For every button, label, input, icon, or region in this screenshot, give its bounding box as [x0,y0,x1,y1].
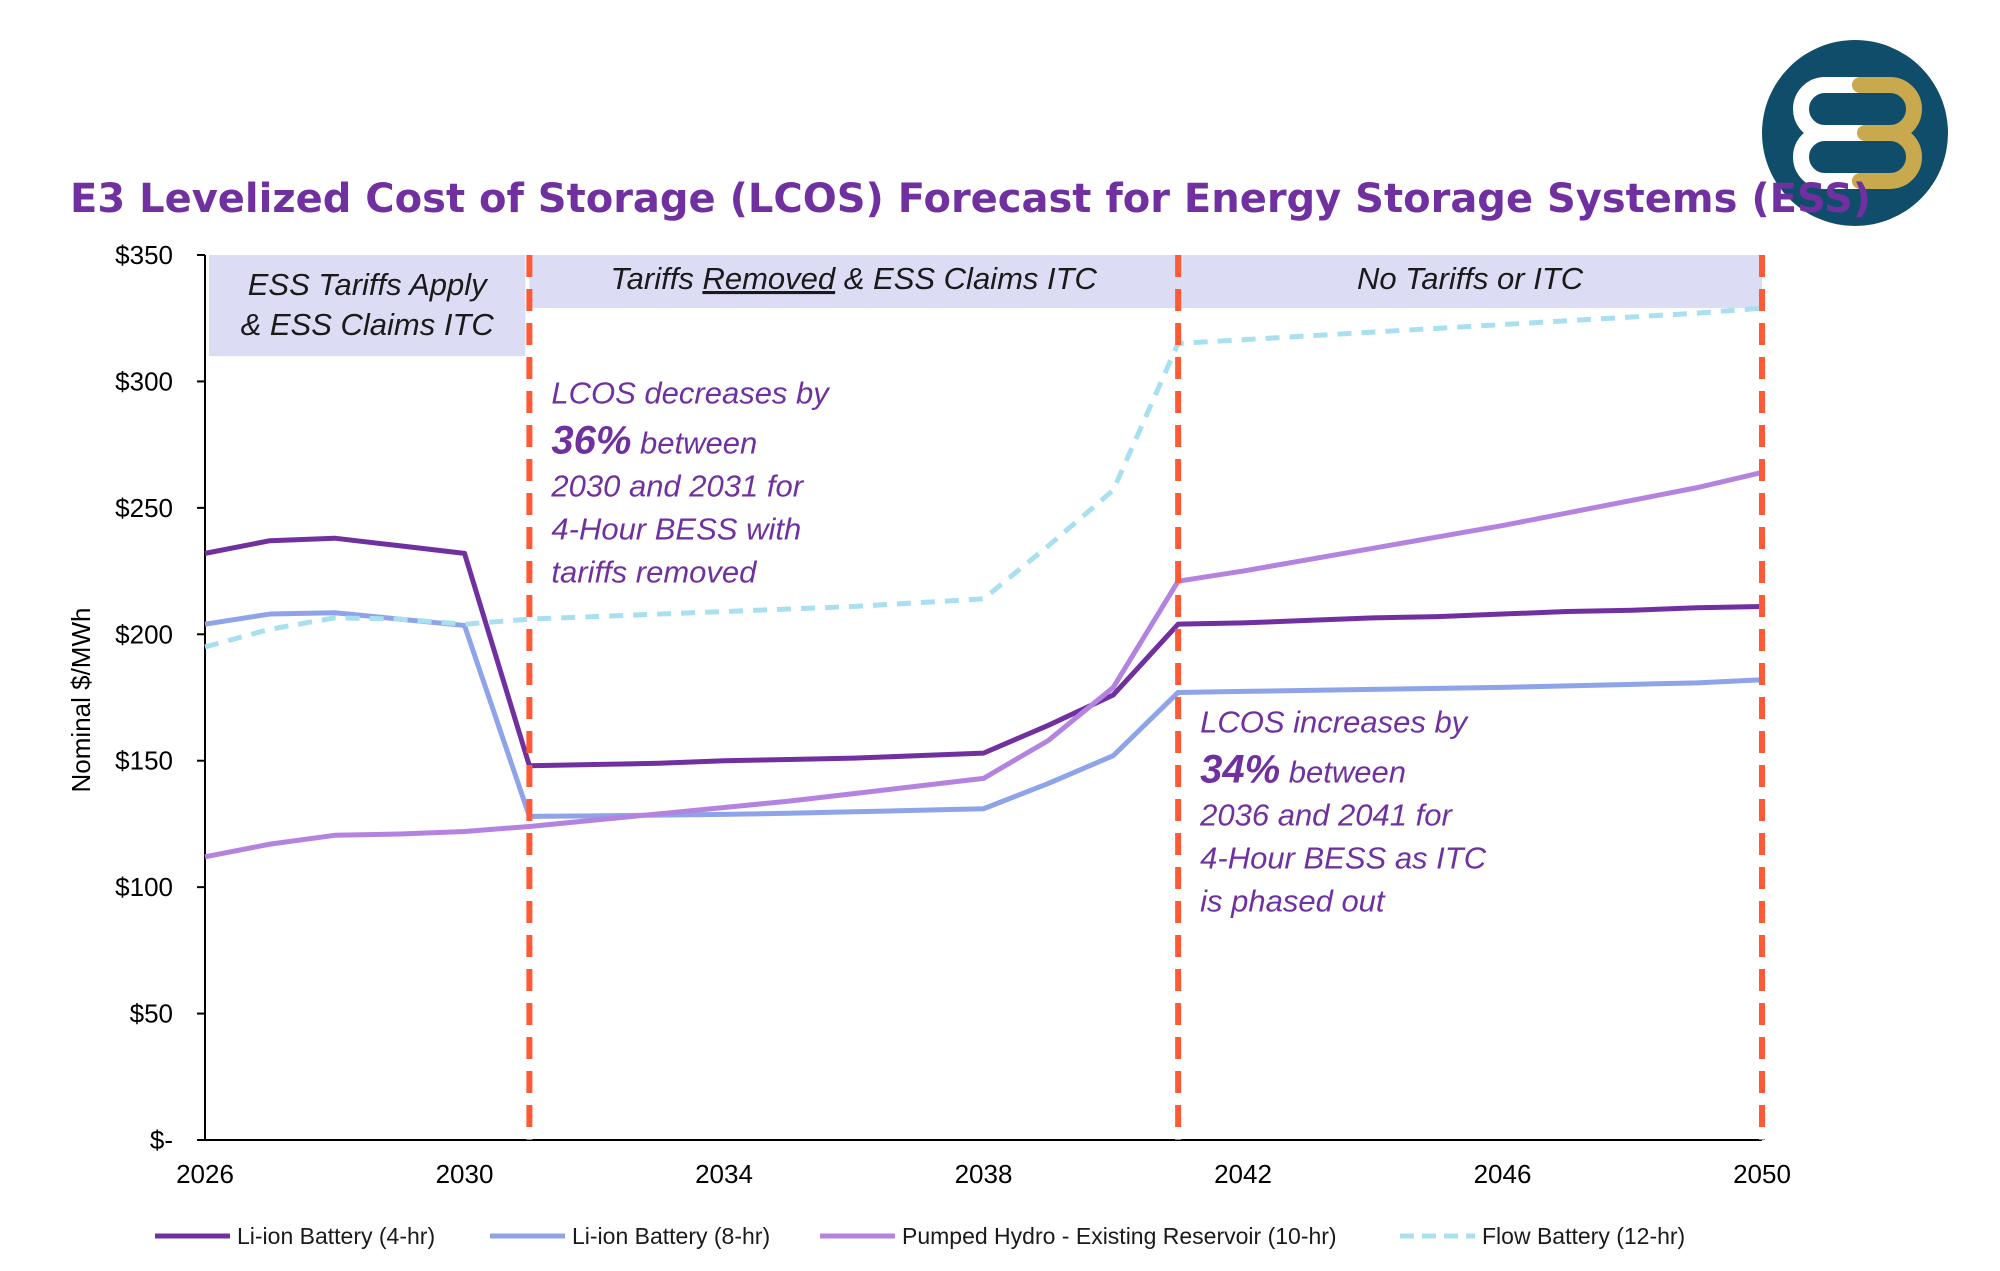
x-tick-label: 2046 [1474,1159,1532,1189]
annotations: LCOS decreases by 36% between 2030 and 203… [550,376,1486,919]
x-tick-label: 2030 [436,1159,494,1189]
x-tick-label: 2038 [955,1159,1013,1189]
period-dividers [526,255,1765,1140]
x-tick-label: 2026 [176,1159,234,1189]
legend: Li-ion Battery (4-hr) Li-ion Battery (8-h… [155,1223,1685,1249]
series-line [204,305,1763,650]
series-lines [204,305,1763,860]
x-tick-label: 2050 [1733,1159,1791,1189]
annotation-line: 36% between [551,419,757,463]
x-tick-label: 2034 [695,1159,753,1189]
y-tick-label: $300 [115,366,173,396]
logo-e-mark [1793,77,1888,189]
period-band [1178,255,1762,309]
period-label: ESS Tariffs Apply [248,267,489,302]
chart-title: E3 Levelized Cost of Storage (LCOS) Fore… [70,176,1871,222]
y-tick-label: $100 [115,872,173,902]
annotation: LCOS decreases by 36% between 2030 and 203… [550,376,831,590]
legend-label: Pumped Hydro - Existing Reservoir (10-hr… [902,1223,1337,1249]
series-line [204,470,1763,860]
annotation-line: 34% between [1200,747,1406,791]
y-tick-label: $200 [115,619,173,649]
period-band [529,255,1179,309]
series-line [204,610,1763,819]
period-bands [209,255,1762,357]
annotation-line: tariffs removed [551,555,758,590]
annotation-line: 2036 and 2041 for [1199,797,1453,832]
annotation-line: 4-Hour BESS as ITC [1200,840,1487,875]
logo-3-mark [1852,77,1922,189]
series-line [204,535,1763,769]
annotation-line: LCOS increases by [1200,704,1470,739]
annotation-line: is phased out [1200,883,1386,918]
legend-label: Li-ion Battery (4-hr) [237,1223,435,1249]
legend-label: Li-ion Battery (8-hr) [572,1223,770,1249]
period-labels: ESS Tariffs Apply & ESS Claims ITC Tariffs… [241,261,1584,342]
period-label: & ESS Claims ITC [241,307,495,342]
annotation-line: 4-Hour BESS with [551,512,801,547]
period-label: Tariffs Removed & ESS Claims ITC [611,261,1098,296]
annotation: LCOS increases by 34% between 2036 and 204… [1199,704,1487,918]
axes: $- $50 $100 $150 $200 $250 $300 $350 2026 2030 203… [115,240,1791,1189]
x-tick-label: 2042 [1214,1159,1272,1189]
y-axis-label: Nominal $/MWh [66,608,96,793]
y-tick-label: $150 [115,746,173,776]
legend-item: Pumped Hydro - Existing Reservoir (10-hr… [820,1223,1337,1249]
e3-logo [1762,40,1948,226]
y-tick-label: $- [150,1125,173,1155]
annotation-line: 2030 and 2031 for [550,469,804,504]
y-tick-label: $50 [130,999,173,1029]
period-label: No Tariffs or ITC [1357,261,1584,296]
legend-item: Flow Battery (12-hr) [1400,1223,1685,1249]
y-tick-label: $350 [115,240,173,270]
annotation-line: LCOS decreases by [551,376,831,411]
period-band [209,255,526,357]
legend-item: Li-ion Battery (8-hr) [490,1223,770,1249]
y-tick-label: $250 [115,493,173,523]
legend-item: Li-ion Battery (4-hr) [155,1223,435,1249]
legend-label: Flow Battery (12-hr) [1482,1223,1685,1249]
